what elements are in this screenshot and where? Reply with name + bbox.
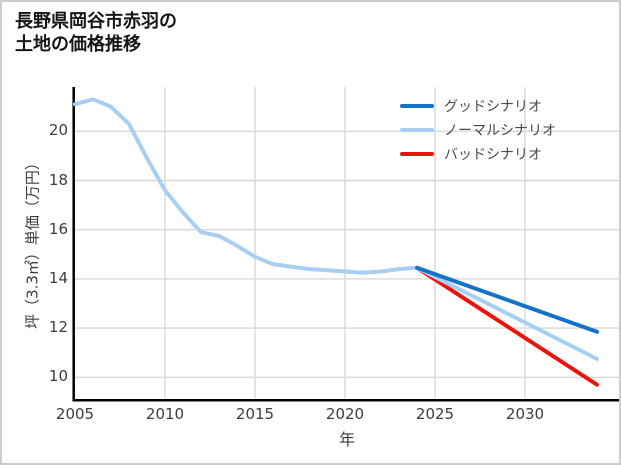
x-axis-title: 年 — [338, 430, 356, 449]
x-tick-label: 2010 — [145, 405, 185, 423]
x-tick-label: 2005 — [55, 405, 95, 423]
gridlines — [75, 87, 619, 399]
legend-item-normal-scenario[interactable]: ノーマルシナリオ — [400, 118, 556, 142]
legend-item-bad-scenario[interactable]: バッドシナリオ — [400, 142, 556, 166]
legend-line-swatch-normal — [400, 128, 434, 132]
chart-title-line-1: 長野県岡谷市赤羽の — [15, 11, 177, 32]
y-tick-label: 20 — [48, 121, 68, 140]
axis-lines — [72, 87, 619, 402]
y-axis-title: 坪（3.3㎡）単価（万円） — [23, 155, 42, 329]
legend-label: ノーマルシナリオ — [444, 123, 556, 139]
legend-label: グッドシナリオ — [444, 99, 542, 115]
legend-item-good-scenario[interactable]: グッドシナリオ — [400, 94, 556, 118]
y-tick-label: 16 — [48, 219, 68, 238]
x-tick-label: 2030 — [505, 405, 545, 423]
series-line-normal — [73, 97, 599, 361]
legend-line-swatch-bad — [400, 152, 434, 156]
legend-line-swatch-good — [400, 104, 434, 108]
series-line-good — [415, 265, 599, 334]
x-tick-label: 2020 — [325, 405, 365, 423]
y-tick-label: 12 — [48, 318, 68, 337]
chart-title: 長野県岡谷市赤羽の 土地の価格推移 — [15, 10, 177, 57]
legend: グッドシナリオ ノーマルシナリオ バッドシナリオ — [400, 94, 556, 166]
y-tick-label: 10 — [48, 367, 68, 386]
legend-label: バッドシナリオ — [444, 147, 542, 163]
y-tick-label: 14 — [48, 268, 68, 287]
y-tick-label: 18 — [48, 170, 68, 189]
series-line-bad — [415, 265, 599, 387]
x-tick-label: 2025 — [415, 405, 455, 423]
x-tick-label: 2015 — [235, 405, 275, 423]
chart-title-line-2: 土地の価格推移 — [15, 34, 141, 56]
